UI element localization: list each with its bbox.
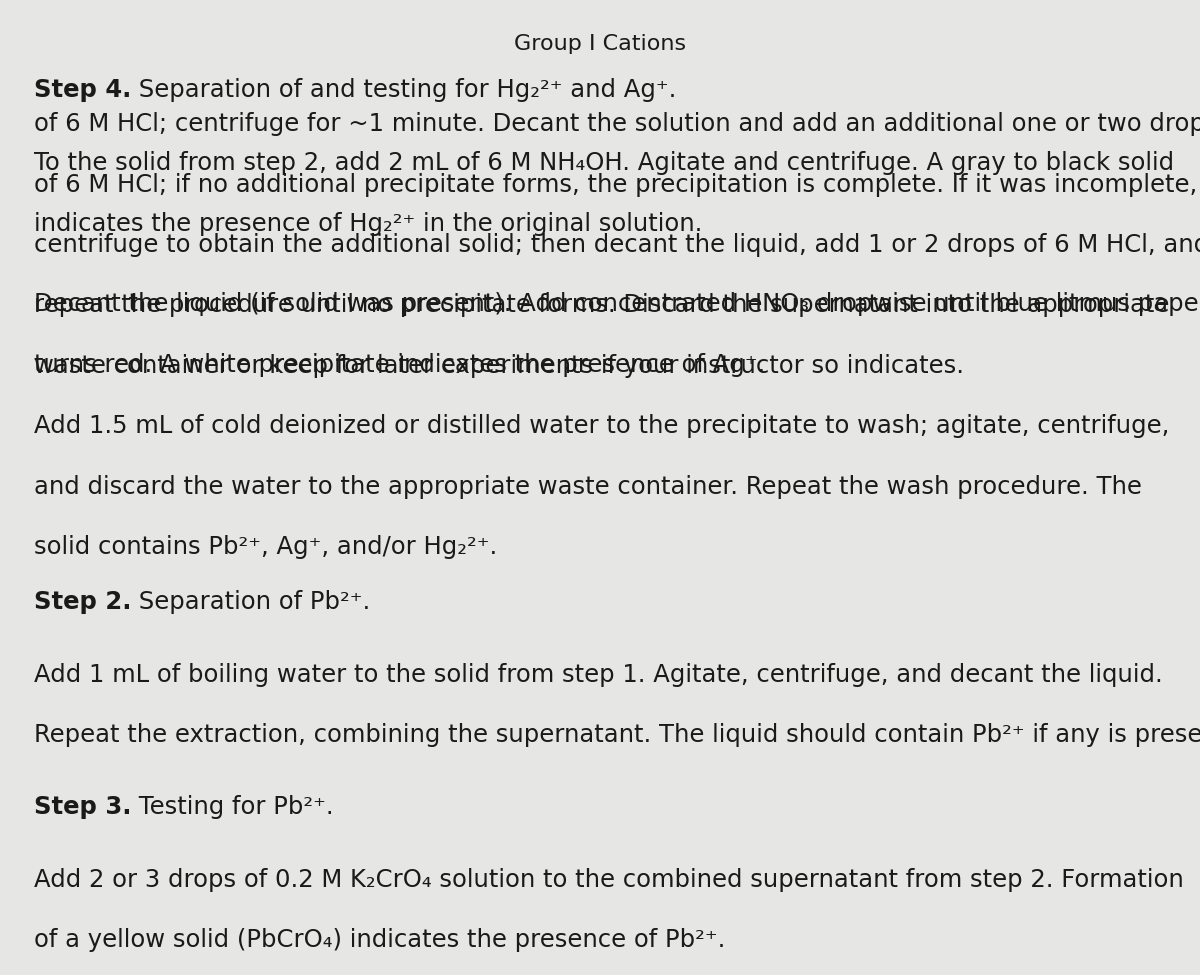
Text: Add 1.5 mL of cold deionized or distilled water to the precipitate to wash; agit: Add 1.5 mL of cold deionized or distille… bbox=[34, 414, 1169, 439]
Text: turns red. A white precipitate indicates the presence of Ag⁺.: turns red. A white precipitate indicates… bbox=[34, 353, 764, 377]
Text: Repeat the extraction, combining the supernatant. The liquid should contain Pb²⁺: Repeat the extraction, combining the sup… bbox=[34, 723, 1200, 748]
Text: Add 2 or 3 drops of 0.2 M K₂CrO₄ solution to the combined supernatant from step : Add 2 or 3 drops of 0.2 M K₂CrO₄ solutio… bbox=[34, 868, 1183, 892]
Text: Add 1 mL of boiling water to the solid from step 1. Agitate, centrifuge, and dec: Add 1 mL of boiling water to the solid f… bbox=[34, 663, 1163, 687]
Text: of 6 M HCl; if no additional precipitate forms, the precipitation is complete. I: of 6 M HCl; if no additional precipitate… bbox=[34, 173, 1196, 197]
Text: Step 3.: Step 3. bbox=[34, 795, 131, 819]
Text: To the solid from step 2, add 2 mL of 6 M NH₄OH. Agitate and centrifuge. A gray : To the solid from step 2, add 2 mL of 6 … bbox=[34, 151, 1174, 176]
Text: Separation of Pb²⁺.: Separation of Pb²⁺. bbox=[131, 590, 371, 614]
Text: and discard the water to the appropriate waste container. Repeat the wash proced: and discard the water to the appropriate… bbox=[34, 475, 1141, 499]
Text: Decant the liquid (if solid was present). Add concentrated HNO₃ dropwise until b: Decant the liquid (if solid was present)… bbox=[34, 292, 1200, 317]
Text: repeat the procedure until no precipitate forms. Discard the supernatant into th: repeat the procedure until no precipitat… bbox=[34, 293, 1169, 318]
Text: waste container or keep for later experiments if your instructor so indicates.: waste container or keep for later experi… bbox=[34, 354, 964, 378]
Text: Separation of and testing for Hg₂²⁺ and Ag⁺.: Separation of and testing for Hg₂²⁺ and … bbox=[131, 78, 677, 102]
Text: Step 4.: Step 4. bbox=[34, 78, 131, 102]
Text: Testing for Pb²⁺.: Testing for Pb²⁺. bbox=[131, 795, 334, 819]
Text: of a yellow solid (PbCrO₄) indicates the presence of Pb²⁺.: of a yellow solid (PbCrO₄) indicates the… bbox=[34, 928, 725, 953]
Text: Step 2.: Step 2. bbox=[34, 590, 131, 614]
Text: solid contains Pb²⁺, Ag⁺, and/or Hg₂²⁺.: solid contains Pb²⁺, Ag⁺, and/or Hg₂²⁺. bbox=[34, 535, 497, 560]
Text: of 6 M HCl; centrifuge for ~1 minute. Decant the solution and add an additional : of 6 M HCl; centrifuge for ~1 minute. De… bbox=[34, 112, 1200, 136]
Text: centrifuge to obtain the additional solid; then decant the liquid, add 1 or 2 dr: centrifuge to obtain the additional soli… bbox=[34, 233, 1200, 257]
Text: indicates the presence of Hg₂²⁺ in the original solution.: indicates the presence of Hg₂²⁺ in the o… bbox=[34, 212, 702, 236]
Text: Group I Cations: Group I Cations bbox=[514, 34, 686, 55]
